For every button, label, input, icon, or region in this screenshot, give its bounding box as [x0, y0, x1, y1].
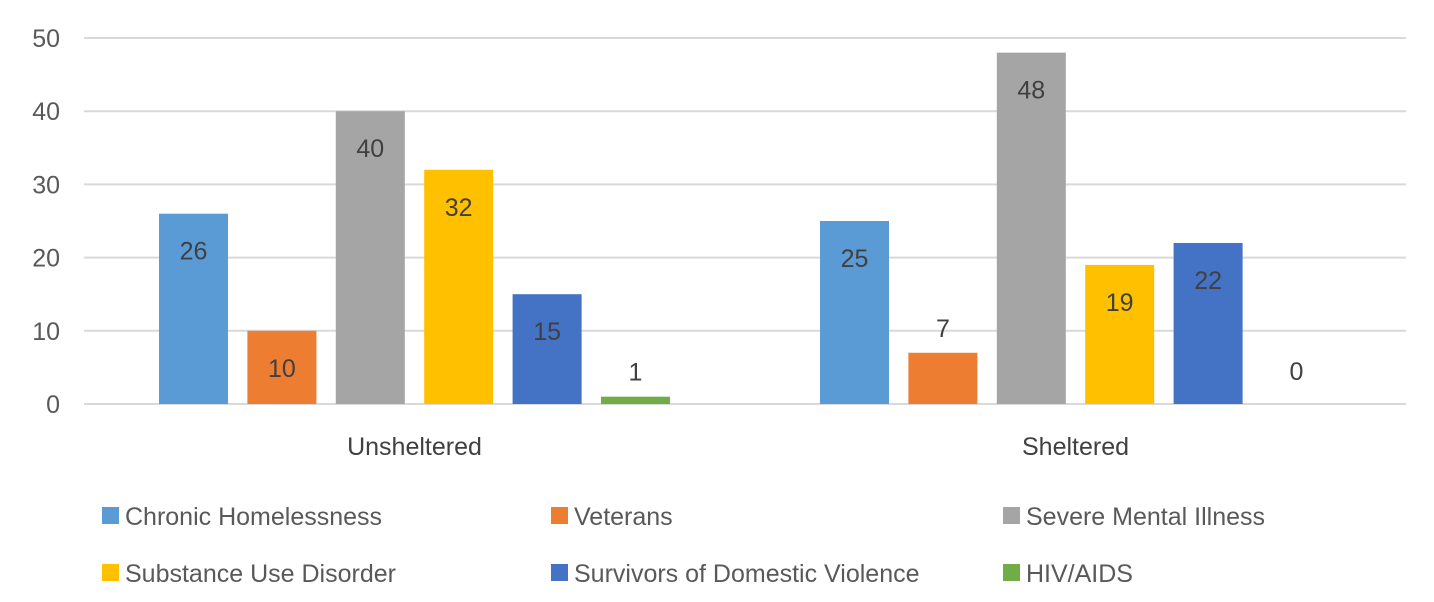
data-labels: 26 10 40 32 15 1 25 7 48 19 22 0	[180, 77, 1304, 387]
data-label: 40	[356, 135, 384, 163]
category-label-sheltered: Sheltered	[1022, 433, 1129, 461]
data-label: 1	[629, 359, 643, 387]
legend-label-hiv-aids: HIV/AIDS	[1026, 560, 1133, 588]
legend: Chronic Homelessness Veterans Severe Menta…	[102, 503, 1265, 588]
legend-swatch-severe-mental-illness	[1003, 507, 1020, 524]
bar-chronic-homelessness-unsheltered	[159, 213, 228, 404]
legend-label-chronic-homelessness: Chronic Homelessness	[125, 503, 382, 531]
bar-substance-use-disorder-sheltered	[1085, 264, 1155, 404]
data-label: 10	[268, 355, 296, 383]
bar-veterans-sheltered	[908, 352, 978, 404]
y-tick-label: 0	[46, 391, 60, 419]
data-label: 25	[841, 245, 869, 273]
data-label: 19	[1106, 289, 1134, 317]
bar-hiv-aids-unsheltered	[601, 396, 670, 404]
legend-swatch-survivors-of-domestic-violence	[551, 564, 568, 581]
legend-label-severe-mental-illness: Severe Mental Illness	[1026, 503, 1265, 531]
y-tick-label: 20	[32, 245, 60, 273]
y-tick-label: 40	[32, 98, 60, 126]
bar-severe-mental-illness-unsheltered	[335, 111, 405, 404]
data-label: 48	[1017, 77, 1045, 105]
data-label: 22	[1194, 267, 1222, 295]
bar-substance-use-disorder-unsheltered	[424, 169, 494, 404]
bar-veterans-unsheltered	[247, 330, 317, 404]
data-label: 15	[533, 318, 561, 346]
legend-label-survivors-of-domestic-violence: Survivors of Domestic Violence	[574, 560, 920, 588]
legend-swatch-hiv-aids	[1003, 564, 1020, 581]
data-label: 0	[1290, 358, 1304, 386]
bar-survivors-of-domestic-violence-unsheltered	[512, 294, 582, 404]
data-label: 7	[936, 315, 950, 343]
bar-survivors-of-domestic-violence-sheltered	[1173, 242, 1243, 404]
y-tick-label: 50	[32, 25, 60, 53]
bar-chronic-homelessness-sheltered	[820, 221, 889, 404]
bar-severe-mental-illness-sheltered	[996, 52, 1066, 404]
legend-label-veterans: Veterans	[574, 503, 673, 531]
y-tick-label: 10	[32, 318, 60, 346]
data-label: 32	[445, 194, 473, 222]
category-labels: Unsheltered Sheltered	[347, 433, 1129, 461]
legend-label-substance-use-disorder: Substance Use Disorder	[125, 560, 396, 588]
bars	[159, 52, 1243, 404]
data-label: 26	[180, 238, 208, 266]
legend-swatch-chronic-homelessness	[102, 507, 119, 524]
legend-swatch-veterans	[551, 507, 568, 524]
y-axis-ticks: 0 10 20 30 40 50	[32, 25, 60, 419]
y-tick-label: 30	[32, 171, 60, 199]
legend-swatch-substance-use-disorder	[102, 564, 119, 581]
category-label-unsheltered: Unsheltered	[347, 433, 482, 461]
